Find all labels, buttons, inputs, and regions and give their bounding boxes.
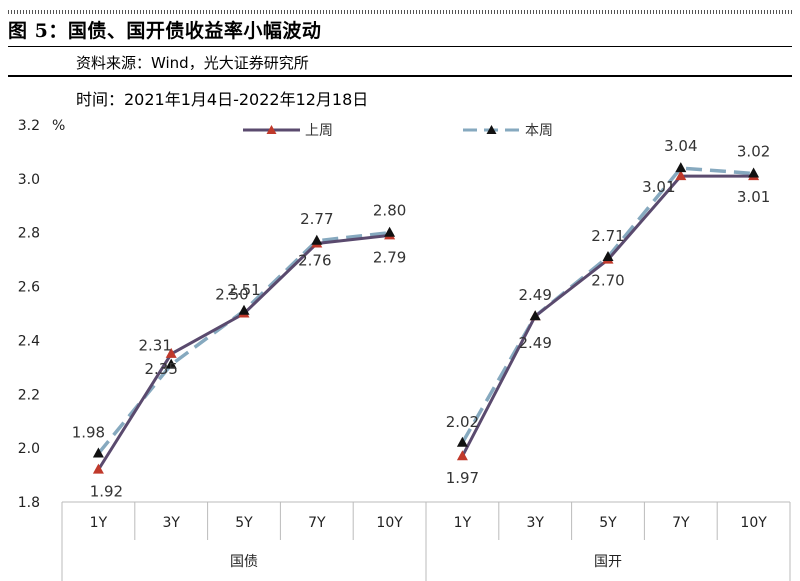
y-tick-label: 2.6 <box>18 280 40 296</box>
data-label: 2.76 <box>298 251 331 269</box>
data-label: 2.70 <box>591 272 624 290</box>
data-label: 2.79 <box>373 248 406 266</box>
point-this-week <box>165 358 177 369</box>
group-label: 国债 <box>230 554 258 570</box>
top-rule <box>8 10 792 14</box>
data-label: 2.71 <box>591 227 624 245</box>
x-tick-label: 1Y <box>454 515 472 531</box>
x-tick-label: 7Y <box>308 515 326 531</box>
data-label: 1.98 <box>72 424 105 442</box>
data-label: 2.50 <box>215 286 248 304</box>
figure-title: 图 5：国债、国开债收益率小幅波动 <box>8 20 322 42</box>
group-label: 国开 <box>594 554 622 570</box>
data-label: 1.92 <box>90 483 123 501</box>
series-last-week-line <box>461 174 754 457</box>
point-this-week <box>311 234 323 245</box>
y-tick-label: 2.2 <box>18 387 40 403</box>
legend-last-week-marker <box>266 125 277 134</box>
data-label: 3.02 <box>737 142 770 160</box>
y-tick-label: 1.8 <box>18 495 40 511</box>
data-label: 2.49 <box>518 286 551 304</box>
data-label: 3.04 <box>664 137 697 155</box>
y-unit-label: % <box>52 118 65 134</box>
data-label: 2.31 <box>138 337 171 355</box>
source-rule <box>8 75 792 77</box>
figure-period: 时间：2021年1月4日-2022年12月18日 <box>76 90 369 109</box>
data-label: 3.01 <box>737 188 770 206</box>
y-tick-label: 3.2 <box>18 118 40 134</box>
point-this-week <box>602 250 614 261</box>
point-this-week <box>238 304 250 315</box>
data-label: 2.80 <box>373 202 406 220</box>
data-label: 3.01 <box>642 178 675 196</box>
x-tick-label: 5Y <box>599 515 617 531</box>
y-tick-label: 3.0 <box>18 172 40 188</box>
x-tick-label: 7Y <box>672 515 690 531</box>
x-tick-label: 10Y <box>740 515 767 531</box>
point-last-week <box>165 347 177 358</box>
y-tick-label: 2.0 <box>18 441 40 457</box>
data-label: 2.02 <box>446 413 479 431</box>
point-this-week <box>529 310 541 321</box>
title-rule <box>8 46 792 47</box>
figure-source: 资料来源：Wind，光大证券研究所 <box>76 54 309 72</box>
point-last-week <box>92 463 104 474</box>
y-tick-label: 2.4 <box>18 333 40 349</box>
legend-last-week-label: 上周 <box>305 123 333 139</box>
point-last-week <box>675 170 687 181</box>
point-this-week <box>384 226 396 237</box>
legend-this-week-marker <box>486 125 497 134</box>
x-tick-label: 3Y <box>526 515 544 531</box>
data-label: 2.35 <box>144 360 177 378</box>
data-label: 2.51 <box>227 281 260 299</box>
y-tick-label: 2.8 <box>18 226 40 242</box>
point-this-week <box>675 162 687 173</box>
x-tick-label: 5Y <box>235 515 253 531</box>
point-last-week <box>456 450 468 461</box>
data-label: 2.49 <box>518 334 551 352</box>
point-this-week <box>456 436 468 447</box>
x-tick-label: 1Y <box>90 515 108 531</box>
legend-this-week-label: 本周 <box>525 123 553 139</box>
data-label: 2.77 <box>300 210 333 228</box>
point-this-week <box>92 447 104 458</box>
x-tick-label: 3Y <box>162 515 180 531</box>
x-tick-label: 10Y <box>376 515 403 531</box>
series-this-week-line <box>460 166 754 444</box>
data-label: 1.97 <box>446 469 479 487</box>
point-this-week <box>748 167 760 178</box>
